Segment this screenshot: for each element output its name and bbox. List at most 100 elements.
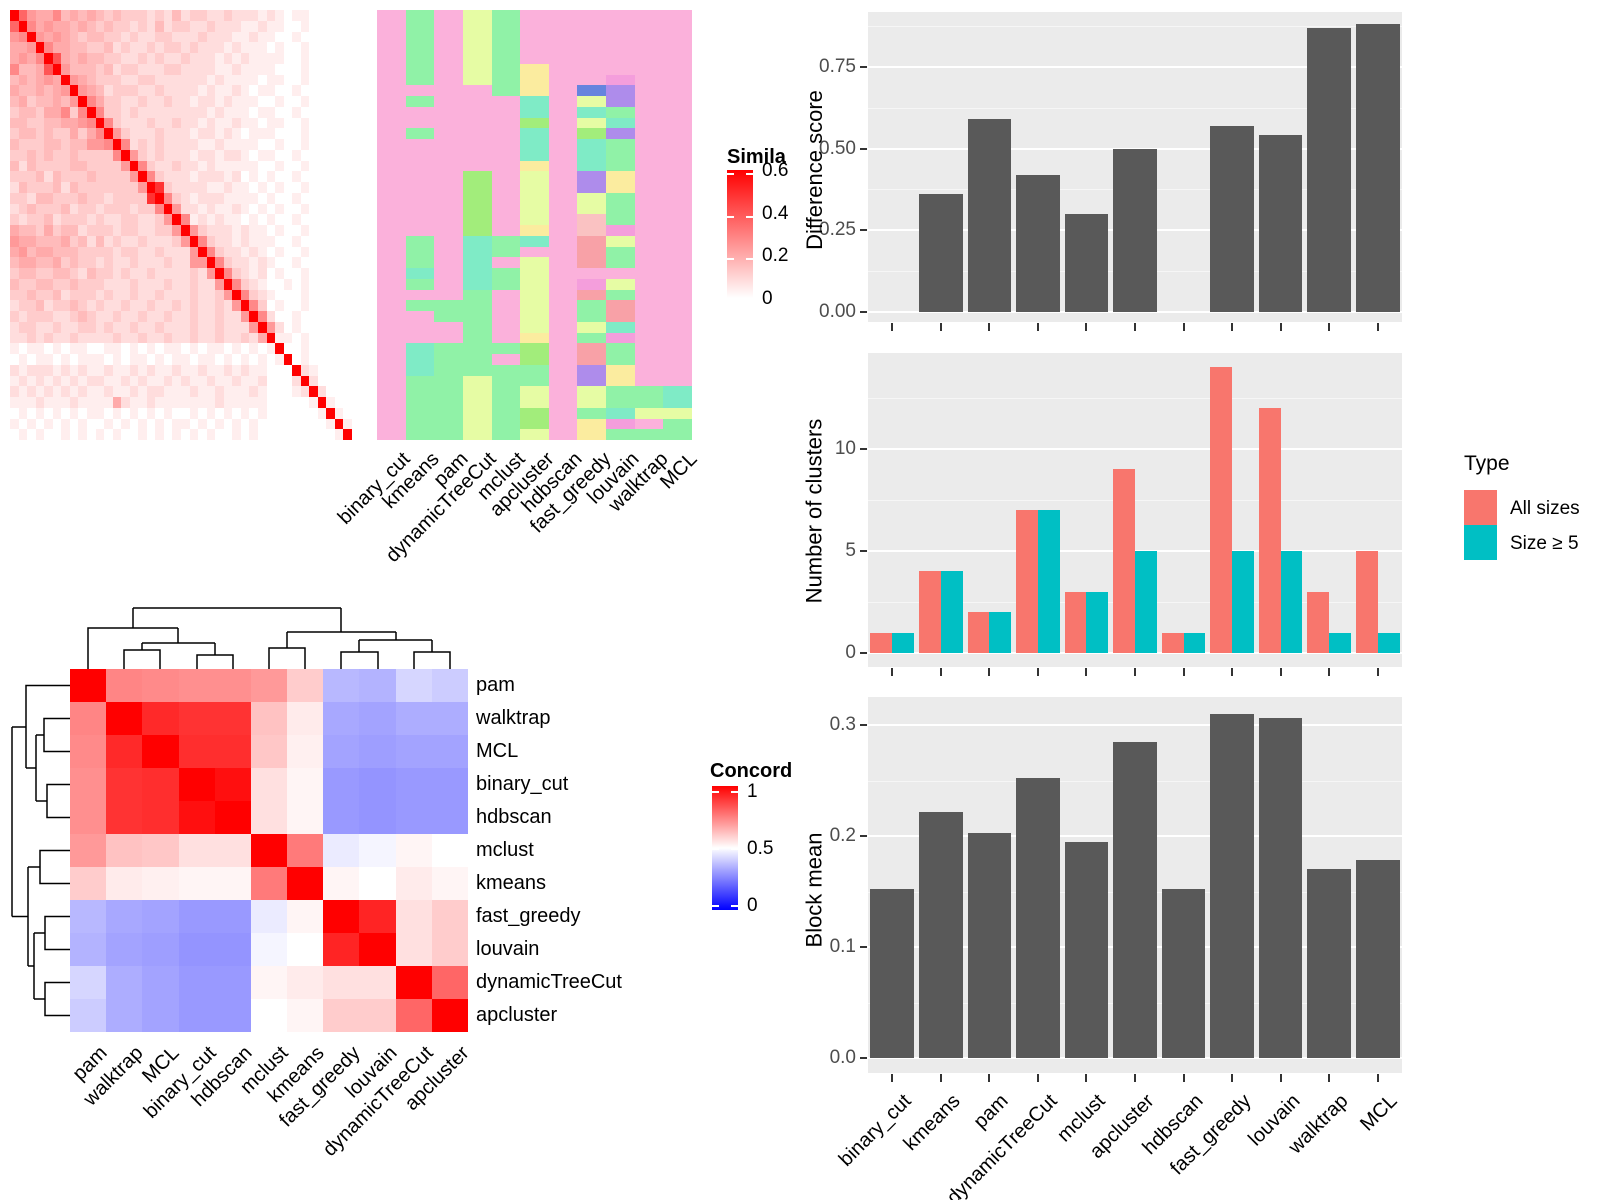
partition-cell: [548, 321, 578, 333]
similarity-cell: [172, 53, 181, 64]
y-axis-title-number-of-clusters: Number of clusters: [801, 418, 827, 604]
similarity-cell: [44, 407, 53, 419]
similarity-cell: [257, 53, 267, 64]
similarity-cell: [343, 96, 352, 107]
partition-cell: [377, 182, 406, 193]
similarity-cell: [326, 139, 335, 150]
similarity-cell: [223, 246, 233, 258]
similarity-cell: [215, 397, 224, 408]
partition-cell: [520, 418, 549, 430]
similarity-cell: [138, 42, 147, 53]
similarity-cell: [309, 300, 318, 311]
similarity-cell: [146, 375, 156, 387]
similarity-cell: [129, 268, 139, 279]
similarity-cell: [172, 192, 181, 204]
y-tick-mark: [860, 946, 867, 948]
x-tick-mark: [1376, 1074, 1379, 1082]
similarity-cell: [155, 149, 164, 161]
partition-cell: [634, 343, 664, 354]
partition-cell: [520, 117, 549, 129]
similarity-cell: [334, 278, 344, 290]
similarity-cell: [35, 139, 45, 150]
similarity-cell: [326, 106, 335, 118]
similarity-cell: [343, 429, 352, 440]
similarity-legend-tick: 0: [762, 288, 773, 309]
similarity-cell: [129, 235, 139, 247]
similarity-cell: [317, 300, 327, 311]
similarity-cell: [283, 429, 293, 440]
similarity-cell: [18, 246, 28, 258]
similarity-cell: [61, 364, 70, 376]
similarity-cell: [172, 128, 181, 139]
grouped-bar-all-sizes: [1258, 408, 1281, 653]
concordance-cell: [323, 966, 360, 999]
similarity-cell: [232, 268, 241, 279]
similarity-cell: [326, 203, 335, 215]
similarity-cell: [223, 10, 233, 21]
concordance-cell: [70, 702, 107, 735]
similarity-cell: [300, 203, 310, 215]
concordance-cell: [142, 702, 179, 735]
concordance-cell: [142, 735, 179, 768]
partition-cell: [606, 429, 635, 440]
partition-cell: [434, 268, 463, 279]
similarity-cell: [61, 63, 70, 75]
similarity-cell: [10, 311, 19, 322]
partition-cell: [491, 63, 521, 75]
grouped-bar-all-sizes: [967, 612, 990, 653]
similarity-cell: [27, 42, 36, 53]
similarity-cell: [309, 10, 318, 21]
similarity-cell: [78, 171, 87, 182]
similarity-cell: [44, 74, 53, 86]
partition-cell: [663, 171, 692, 182]
concordance-row-label: kmeans: [476, 872, 547, 894]
similarity-cell: [215, 235, 224, 247]
partition-cell: [663, 343, 692, 354]
partition-cell: [520, 332, 549, 344]
similarity-cell: [172, 85, 181, 96]
similarity-cell: [78, 117, 87, 129]
similarity-cell: [240, 149, 250, 161]
partition-cell: [606, 63, 635, 75]
partition-cell: [491, 10, 521, 21]
similarity-cell: [189, 397, 199, 408]
similarity-cell: [52, 182, 62, 193]
similarity-cell: [112, 149, 122, 161]
major-gridline: [868, 65, 1402, 68]
concordance-cell: [359, 834, 396, 867]
partition-cell: [577, 268, 607, 279]
partition-cell: [634, 257, 664, 268]
similarity-cell: [181, 289, 190, 301]
similarity-cell: [104, 235, 113, 247]
x-tick-mark: [1134, 323, 1136, 331]
similarity-cell: [275, 397, 284, 408]
similarity-cell: [44, 139, 53, 150]
similarity-cell: [326, 364, 335, 376]
similarity-cell: [172, 203, 181, 215]
similarity-cell: [275, 53, 284, 64]
partition-cell: [577, 171, 607, 182]
partition-cell: [606, 149, 635, 161]
similarity-cell: [121, 246, 130, 258]
similarity-cell: [300, 300, 310, 311]
similarity-cell: [292, 117, 301, 129]
similarity-cell: [334, 139, 344, 150]
similarity-cell: [138, 171, 147, 182]
similarity-cell: [27, 257, 36, 268]
similarity-cell: [198, 85, 207, 96]
similarity-cell: [334, 128, 344, 139]
similarity-cell: [240, 192, 250, 204]
similarity-cell: [181, 235, 190, 247]
similarity-cell: [18, 364, 28, 376]
partition-cell: [634, 192, 664, 204]
similarity-cell: [215, 20, 224, 32]
concordance-cell: [431, 834, 468, 867]
similarity-cell: [283, 268, 293, 279]
partition-cell: [462, 96, 492, 107]
similarity-cell: [181, 397, 190, 408]
similarity-cell: [155, 203, 164, 215]
similarity-cell: [155, 386, 164, 397]
major-gridline: [868, 652, 1402, 654]
similarity-cell: [52, 192, 62, 204]
